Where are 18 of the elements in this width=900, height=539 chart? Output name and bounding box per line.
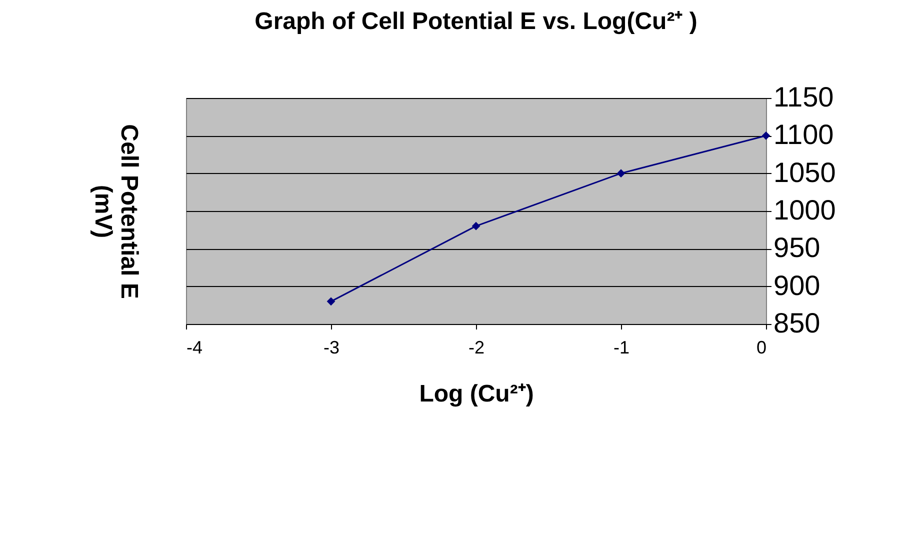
x-axis-title: Log (Cu²⁺) [419, 380, 534, 408]
y-tick-label: 950 [774, 232, 820, 264]
y-tick-label: 850 [774, 308, 820, 338]
point [472, 222, 480, 230]
y-tick-label: 1100 [774, 119, 834, 150]
point [326, 297, 336, 306]
y-tick-label: 1050 [774, 156, 836, 188]
chart-title: Graph of Cell Potential E vs. Log(Cu²⁺ ) [254, 8, 698, 35]
y-axis-title: Cell Potential E (mV) [90, 124, 142, 299]
point [616, 169, 626, 178]
x-tick-label: -1 [613, 338, 630, 358]
x-tick-label: -2 [468, 338, 485, 358]
y-tick-label: 1000 [774, 194, 836, 226]
x-tick-label: -4 [186, 338, 203, 358]
y-tick-label: 1150 [774, 82, 834, 112]
y-tick-label: 900 [774, 270, 820, 301]
x-tick-label: 0 [756, 338, 766, 358]
x-tick-label: -3 [323, 338, 340, 358]
